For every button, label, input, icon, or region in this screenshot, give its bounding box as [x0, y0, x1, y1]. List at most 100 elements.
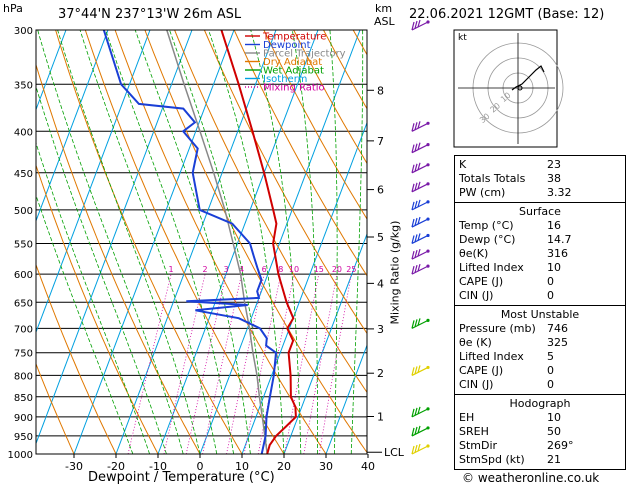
- wet-adiabat-line: [350, 30, 364, 454]
- surface-title: Surface: [519, 205, 561, 218]
- panel-separator: [455, 305, 625, 306]
- pressure-tick-label: 400: [14, 127, 33, 138]
- surface-row: Lifted Index 10: [459, 261, 621, 275]
- mixing-ratio-label: 3: [224, 265, 229, 274]
- x-axis-label: Dewpoint / Temperature (°C): [88, 470, 275, 485]
- dry-adiabat-line: [36, 63, 201, 454]
- wind-barb: [411, 199, 430, 211]
- most-unstable-row: CIN (J) 0: [459, 378, 621, 392]
- asl-axis-unit: ASL: [374, 15, 395, 28]
- km-tick-label: 3: [377, 323, 384, 336]
- surface-row: Temp (°C) 16: [459, 219, 621, 233]
- temperature-tick-label: -10: [149, 460, 167, 473]
- dry-adiabat-line: [233, 30, 367, 277]
- wet-adiabat-line: [36, 85, 167, 454]
- panel-separator: [455, 202, 625, 203]
- surface-value: 16: [547, 219, 561, 232]
- surface-key: CIN (J): [459, 289, 494, 302]
- wet-adiabat-line: [105, 30, 234, 454]
- hodograph-stat-value: 10: [547, 411, 561, 424]
- wind-barb: [411, 263, 430, 275]
- hodograph-unit: kt: [458, 33, 467, 43]
- pressure-tick-label: 700: [14, 324, 33, 335]
- isotherm-line: [36, 30, 109, 223]
- pressure-tick-label: 950: [14, 432, 33, 443]
- dry-adiabat-line: [174, 30, 367, 394]
- pressure-tick-label: 850: [14, 393, 33, 404]
- sounding-datetime: 22.06.2021 12GMT (Base: 12): [409, 7, 605, 22]
- legend-entry: Wet Adiabat: [263, 66, 324, 77]
- temperature-tick-label: 20: [277, 460, 291, 473]
- wind-barb: [411, 425, 430, 437]
- indices-panel: K 23 Totals Totals 38 PW (cm) 3.32 Surface Temp…: [454, 155, 626, 470]
- parcel-trajectory-line: [166, 30, 268, 454]
- mixing-ratio-label: 20: [332, 265, 342, 274]
- most-unstable-value: 325: [547, 336, 568, 349]
- legend-entry: Dry Adiabat: [263, 57, 322, 68]
- pressure-tick-label: 500: [14, 206, 33, 217]
- wind-barb: [411, 233, 430, 244]
- temperature-tick-label: 0: [197, 460, 204, 473]
- surface-value: 0: [547, 275, 554, 288]
- pressure-tick-label: 450: [14, 169, 33, 180]
- km-tick-label: 4: [377, 277, 384, 290]
- isotherm-line: [157, 30, 319, 454]
- mixing-ratio-line: [243, 274, 282, 454]
- hodograph-frame: [453, 29, 558, 148]
- mixing-ratio-line: [185, 274, 227, 454]
- pressure-tick-label: 650: [14, 298, 33, 309]
- hodograph-stat-key: StmSpd (kt): [459, 453, 525, 466]
- km-tick-label: 5: [377, 231, 384, 244]
- wind-barb: [411, 406, 430, 418]
- dry-adiabat-line: [36, 362, 75, 454]
- mixing-ratio-label: 10: [289, 265, 299, 274]
- temperature-tick-label: 40: [361, 460, 375, 473]
- wind-barb: [411, 19, 430, 31]
- wind-barb: [411, 216, 430, 228]
- surface-value: 10: [547, 261, 561, 274]
- most-unstable-key: Pressure (mb): [459, 322, 536, 335]
- index-row: PW (cm) 3.32: [459, 186, 621, 200]
- hodograph-stat-row: StmSpd (kt) 21: [459, 453, 621, 467]
- pressure-tick-label: 900: [14, 413, 33, 424]
- isotherm-line: [199, 30, 361, 454]
- wet-adiabat-line: [57, 30, 201, 454]
- wind-barb: [411, 142, 430, 154]
- dry-adiabat-line: [36, 163, 159, 454]
- legend-entry: Mixing Ratio: [263, 83, 325, 94]
- lcl-label: LCL: [384, 446, 404, 459]
- surface-row: Dewp (°C) 14.7: [459, 233, 621, 247]
- km-tick-label: 7: [377, 135, 384, 148]
- mixing-ratio-label: 6: [262, 265, 267, 274]
- temperature-tick-label: 30: [319, 460, 333, 473]
- dry-adiabat-line: [84, 30, 285, 454]
- pressure-tick-label: 550: [14, 239, 33, 250]
- surface-value: 14.7: [547, 233, 572, 246]
- isotherm-line: [73, 30, 235, 454]
- wet-adiabat-line: [208, 30, 285, 454]
- surface-value: 0: [547, 289, 554, 302]
- pressure-tick-label: 350: [14, 80, 33, 91]
- wind-barb: [411, 443, 430, 455]
- mixing-ratio-label: 2: [203, 265, 208, 274]
- isotherm-line: [325, 343, 367, 454]
- index-value: 38: [547, 172, 561, 185]
- mixing-ratio-line: [163, 274, 206, 454]
- hpa-axis-unit: hPa: [3, 2, 23, 15]
- most-unstable-row: Pressure (mb) 746: [459, 322, 621, 336]
- mixing-ratio-line: [257, 274, 295, 454]
- index-key: PW (cm): [459, 186, 506, 199]
- most-unstable-row: CAPE (J) 0: [459, 364, 621, 378]
- legend-entry: Dewpoint: [263, 40, 311, 51]
- pressure-tick-label: 600: [14, 270, 33, 281]
- dry-adiabat-line: [55, 30, 243, 454]
- wind-barb: [411, 181, 430, 193]
- dry-adiabat-line: [36, 263, 117, 454]
- km-axis-unit: km: [375, 2, 393, 15]
- hodograph-stats-title: Hodograph: [509, 397, 571, 410]
- most-unstable-key: Lifted Index: [459, 350, 524, 363]
- hodograph-stat-key: EH: [459, 411, 475, 424]
- isotherm-line: [283, 232, 367, 454]
- mixing-ratio-axis-label: Mixing Ratio (g/kg): [388, 220, 402, 325]
- legend-entry: Temperature: [262, 32, 326, 43]
